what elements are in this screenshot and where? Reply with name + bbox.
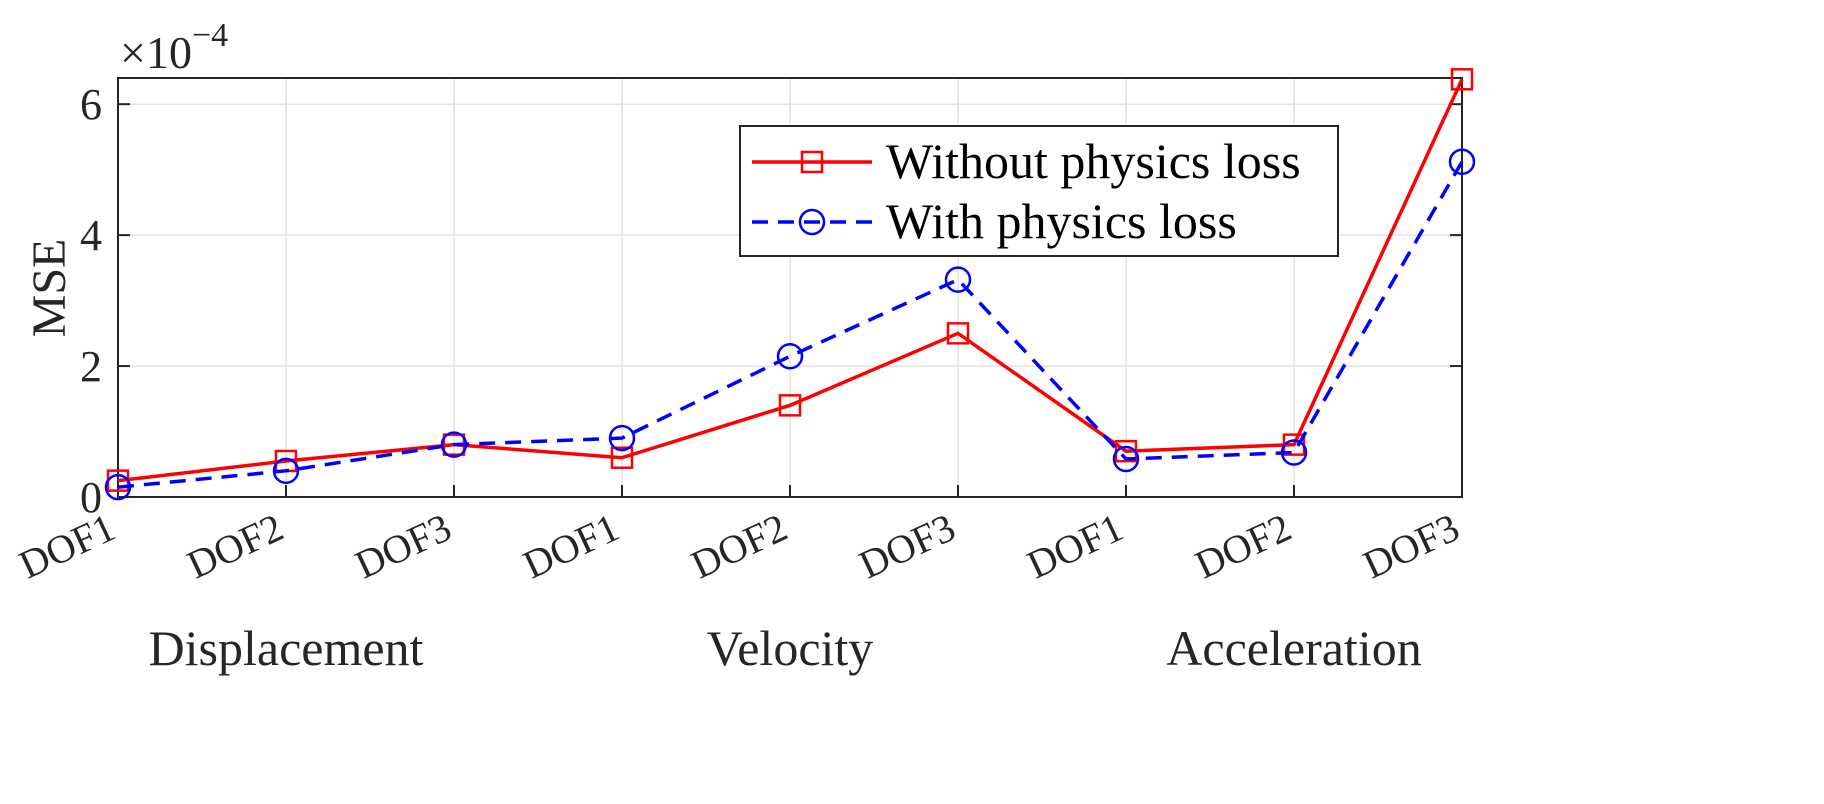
y-tick-label: 2 — [80, 342, 102, 391]
legend-item: With physics loss — [752, 193, 1237, 249]
y-tick-labels: 0 2 4 6 — [80, 80, 102, 522]
legend-box — [739, 125, 1339, 257]
data-point — [440, 431, 468, 458]
data-point — [776, 342, 804, 370]
series-line — [117, 78, 1464, 483]
y-exponent-base: ×10 — [120, 27, 192, 78]
data-point — [1280, 439, 1308, 466]
data-point — [944, 266, 972, 293]
series-line — [117, 160, 1464, 489]
data-point — [946, 322, 970, 345]
series-layer — [104, 68, 1476, 501]
y-tick-label: 6 — [80, 80, 102, 129]
data-point — [272, 457, 300, 485]
y-exponent-power: −4 — [192, 17, 228, 54]
axis-ticks — [117, 103, 1463, 498]
legend-label: Without physics loss — [886, 133, 1301, 189]
legend-marker — [800, 150, 824, 174]
data-point — [1112, 445, 1140, 473]
legend-label: With physics loss — [886, 193, 1237, 249]
legend-item: Without physics loss — [752, 133, 1301, 189]
y-tick-label: 0 — [80, 473, 102, 522]
y-axis-label: MSE — [23, 239, 76, 338]
data-point — [1450, 68, 1474, 91]
y-exponent-label: ×10−4 — [120, 17, 228, 78]
data-point — [104, 473, 132, 501]
group-label: Displacement — [149, 620, 424, 676]
legend-marker — [798, 208, 826, 236]
group-label: Velocity — [707, 620, 874, 676]
group-labels: Displacement Velocity Acceleration — [149, 620, 1422, 676]
data-point — [610, 446, 634, 469]
data-point — [608, 424, 636, 452]
series-2 — [104, 148, 1476, 501]
data-point — [778, 394, 802, 417]
data-point — [1448, 148, 1476, 176]
y-tick-label: 4 — [80, 211, 102, 260]
group-label: Acceleration — [1166, 620, 1421, 676]
